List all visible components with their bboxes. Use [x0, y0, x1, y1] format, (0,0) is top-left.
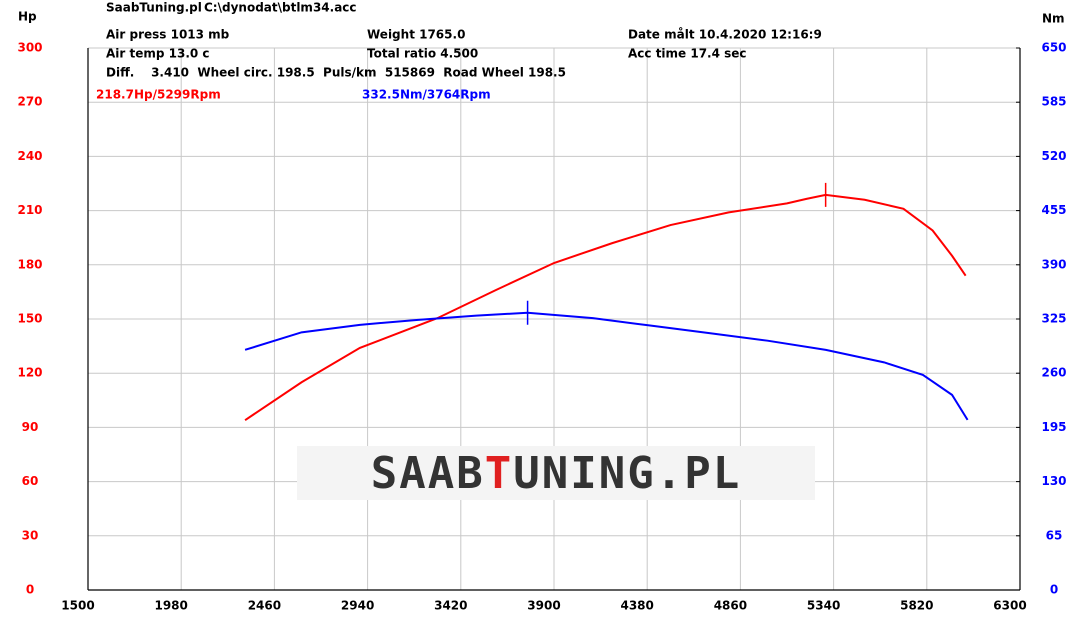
- x-tick-label: 2940: [341, 599, 374, 613]
- y-axis-title: Hp: [18, 10, 37, 24]
- y2-tick-label: 195: [1041, 420, 1066, 434]
- x-tick-label: 5340: [807, 599, 840, 613]
- nm-peak-label: 332.5Nm/3764Rpm: [362, 88, 491, 102]
- air-temp: Air temp 13.0 c: [106, 47, 210, 61]
- watermark-part: UNING.PL: [513, 448, 741, 499]
- y2-tick-label: 455: [1041, 203, 1066, 217]
- y-tick-label: 240: [17, 149, 42, 163]
- watermark-part: T: [485, 448, 514, 499]
- diff: Diff. 3.410 Wheel circ. 198.5 Puls/km 51…: [106, 66, 566, 80]
- y2-tick-label: 260: [1041, 366, 1066, 380]
- watermark-part: SAAB: [371, 448, 485, 499]
- x-tick-label: 4380: [620, 599, 653, 613]
- site-name: SaabTuning.pl: [106, 1, 202, 15]
- y2-tick-label: 0: [1050, 583, 1058, 597]
- curve: [244, 311, 969, 421]
- y-tick-label: 150: [17, 312, 42, 326]
- y-tick-label: 120: [17, 366, 42, 380]
- y2-tick-label: 390: [1041, 257, 1066, 271]
- watermark-bg: [297, 446, 815, 500]
- y-tick-label: 210: [17, 203, 42, 217]
- y2-axis-title: Nm: [1042, 12, 1065, 26]
- y-tick-label: 60: [22, 474, 39, 488]
- acc-time: Acc time 17.4 sec: [628, 47, 747, 61]
- y2-tick-label: 585: [1041, 95, 1066, 109]
- grid: [87, 47, 1021, 591]
- air-press: Air press 1013 mb: [106, 28, 230, 42]
- y-tick-label: 30: [22, 528, 39, 542]
- date: Date målt 10.4.2020 12:16:9: [628, 28, 822, 42]
- x-tick-label: 4860: [714, 599, 747, 613]
- y2-tick-label: 325: [1041, 312, 1066, 326]
- file-path: C:\dynodat\btlm34.acc: [204, 1, 357, 15]
- y2-tick-label: 130: [1041, 474, 1066, 488]
- x-tick-label: 1500: [61, 599, 94, 613]
- y-tick-label: 90: [22, 420, 39, 434]
- y2-tick-label: 520: [1041, 149, 1066, 163]
- x-tick-label: 2460: [248, 599, 281, 613]
- y2-tick-label: 650: [1041, 41, 1066, 55]
- x-tick-label: 5820: [900, 599, 933, 613]
- total-ratio: Total ratio 4.500: [367, 47, 478, 61]
- y-tick-label: 270: [17, 95, 42, 109]
- weight: Weight 1765.0: [367, 28, 465, 42]
- x-tick-label: 1980: [154, 599, 187, 613]
- y-tick-label: 0: [26, 583, 34, 597]
- watermark-text: SAABTUNING.PL: [371, 448, 741, 499]
- watermark: SAABTUNING.PL: [297, 446, 815, 500]
- hp-peak-label: 218.7Hp/5299Rpm: [96, 88, 221, 102]
- y-tick-label: 300: [17, 41, 42, 55]
- y2-tick-label: 65: [1046, 528, 1063, 542]
- x-tick-label: 6300: [993, 599, 1026, 613]
- curve: [244, 193, 967, 422]
- x-tick-label: 3900: [527, 599, 560, 613]
- y-tick-label: 180: [17, 257, 42, 271]
- x-tick-label: 3420: [434, 599, 467, 613]
